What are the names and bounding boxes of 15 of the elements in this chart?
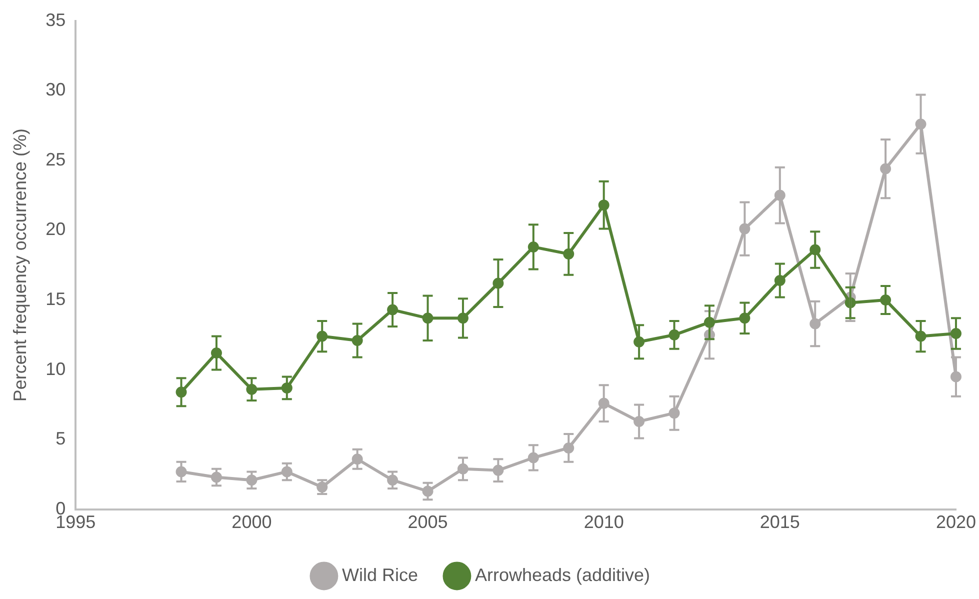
x-tick-label: 2005 — [408, 512, 448, 532]
y-tick-label: 20 — [46, 219, 66, 240]
y-axis-title: Percent frequency occurrence (%) — [10, 128, 30, 402]
x-tick-label: 2015 — [760, 512, 800, 532]
legend-label: Arrowheads (additive) — [474, 564, 650, 585]
y-tick-label: 35 — [46, 10, 66, 30]
y-tick-label: 15 — [46, 288, 66, 309]
legend-label: Wild Rice — [342, 564, 418, 585]
y-tick-label: 5 — [56, 428, 66, 449]
x-tick-label: 2010 — [584, 512, 624, 532]
y-tick-label: 30 — [46, 80, 66, 100]
x-tick-label: 2000 — [232, 512, 272, 532]
y-tick-label: 10 — [46, 358, 66, 379]
x-tick-label: 2020 — [936, 512, 976, 532]
y-tick-label: 25 — [46, 149, 66, 170]
